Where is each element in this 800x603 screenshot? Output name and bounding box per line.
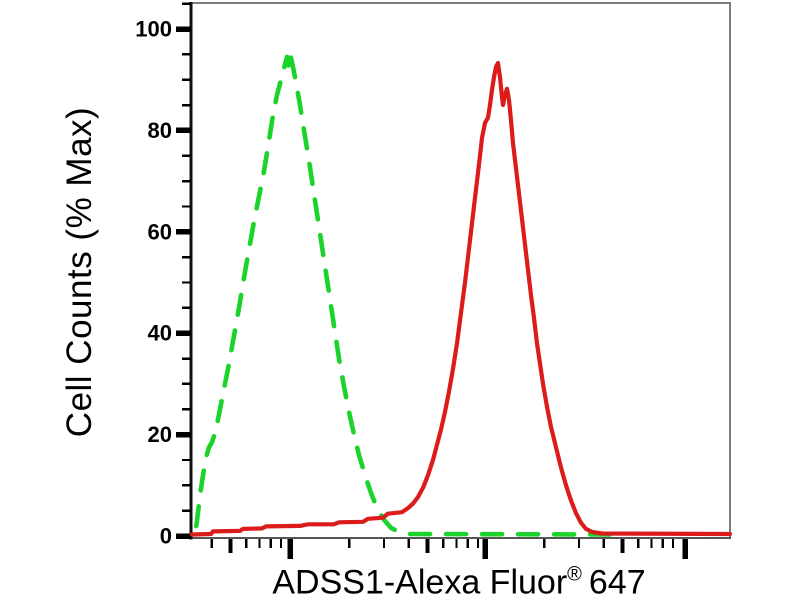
x-axis-title-number: 647 bbox=[588, 563, 646, 602]
y-tick-label: 40 bbox=[148, 321, 172, 346]
y-tick-label: 80 bbox=[148, 118, 172, 143]
y-tick-label: 0 bbox=[160, 524, 172, 549]
x-axis-title-text: ADSS1-Alexa Fluor bbox=[272, 563, 568, 602]
y-axis-title: Cell Counts (% Max) bbox=[60, 106, 99, 438]
y-tick-label: 100 bbox=[135, 17, 172, 42]
y-tick-label: 60 bbox=[148, 219, 172, 244]
curve-red-solid-sample bbox=[189, 60, 733, 537]
y-tick-label: 20 bbox=[148, 422, 172, 447]
x-axis-title: ADSS1-Alexa Fluor ® 647 bbox=[272, 564, 645, 603]
curve-green-dashed-control bbox=[192, 51, 623, 538]
registered-trademark-symbol: ® bbox=[567, 563, 582, 586]
